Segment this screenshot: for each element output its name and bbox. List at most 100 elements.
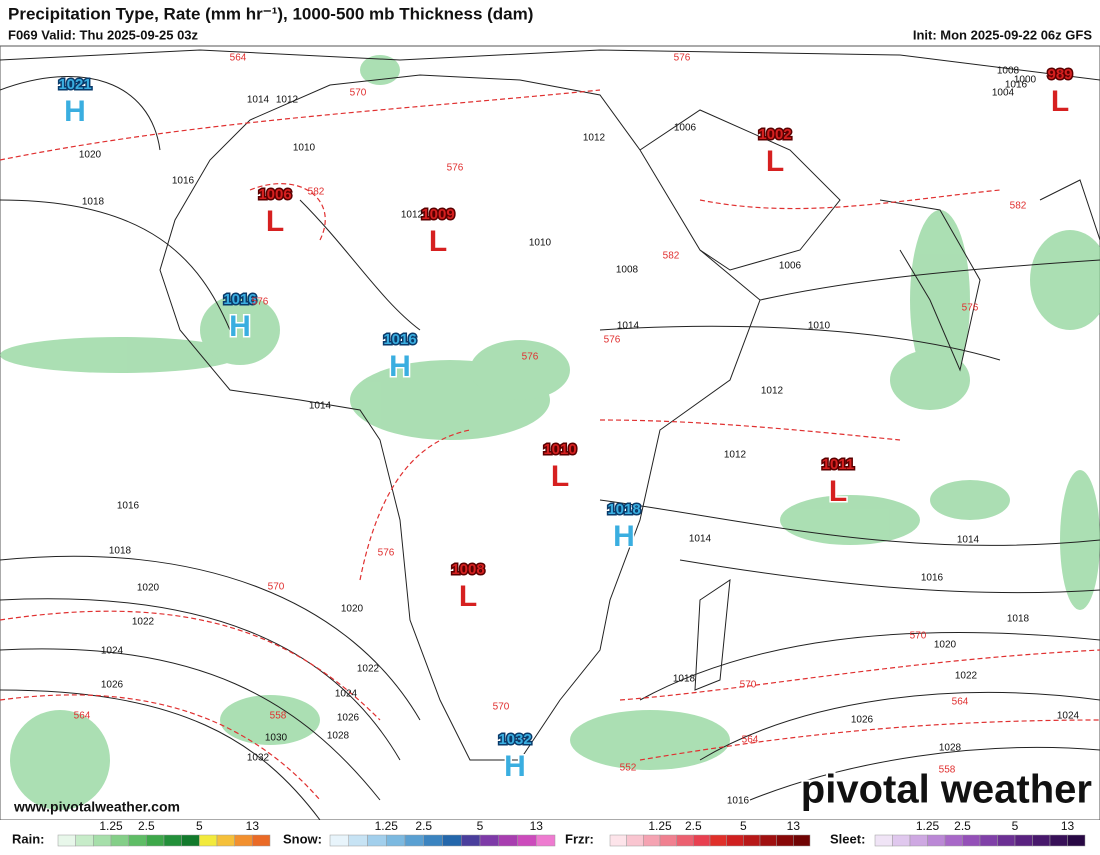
isobar-label: 1010 [808, 321, 831, 332]
center-letter: L [551, 460, 569, 493]
legend-swatch [609, 834, 627, 847]
center-value: 1010 [543, 441, 576, 458]
legend-tick: 2.5 [415, 819, 432, 833]
legend-swatch [146, 834, 165, 847]
legend-tick: 5 [196, 819, 203, 833]
legend-swatch [461, 834, 481, 847]
legend-tick: 5 [1012, 819, 1019, 833]
isobar-label: 1012 [401, 210, 424, 221]
legend-tick: 1.25 [916, 819, 940, 833]
thickness-label: 582 [308, 187, 325, 198]
legend-swatch [93, 834, 112, 847]
center-value: 989 [1047, 66, 1072, 83]
legend-swatch [404, 834, 424, 847]
legend-swatch [709, 834, 727, 847]
legend-swatch [517, 834, 537, 847]
isobar-label: 1010 [293, 143, 316, 154]
thickness-label: 576 [447, 163, 464, 174]
isobar-label: 1016 [172, 176, 195, 187]
coastlines [0, 49, 1100, 761]
center-letter: L [766, 145, 784, 178]
legend-swatch [75, 834, 94, 847]
legend-swatch [498, 834, 518, 847]
thickness-label: 558 [270, 711, 287, 722]
legend-label: Rain: [12, 831, 45, 846]
init-time: Init: Mon 2025-09-22 06z GFS [913, 27, 1092, 42]
legend-tick: 13 [246, 819, 260, 833]
isobar-label: 1014 [617, 321, 640, 332]
map-title: Precipitation Type, Rate (mm hr⁻¹), 1000… [8, 4, 533, 23]
isobar-label: 1026 [101, 680, 124, 691]
legend-swatch [997, 834, 1016, 847]
thickness-label: 576 [522, 352, 539, 363]
center-value: 1009 [421, 206, 454, 223]
legend-swatch [626, 834, 644, 847]
legend-swatch [693, 834, 711, 847]
thickness-label: 576 [962, 303, 979, 314]
legend-tick: 2.5 [954, 819, 971, 833]
legend-swatch [423, 834, 443, 847]
legend-swatch [759, 834, 777, 847]
thickness-label: 564 [74, 711, 91, 722]
isobar-label: 1018 [82, 197, 105, 208]
center-letter: H [64, 95, 86, 128]
center-value: 1021 [58, 76, 91, 93]
isobar-label: 1010 [529, 238, 552, 249]
legend-label: Snow: [283, 831, 322, 846]
isobar-label: 1022 [357, 664, 380, 675]
isobar-label: 1016 [921, 573, 944, 584]
site-url: www.pivotalweather.com [13, 799, 180, 815]
legend-swatch [874, 834, 893, 847]
isobar-label: 1022 [132, 617, 155, 628]
center-value: 1008 [451, 561, 484, 578]
thickness-label: 576 [674, 53, 691, 64]
isobar-label: 1016 [1005, 80, 1028, 91]
legend-swatch [776, 834, 794, 847]
thickness-label: 576 [252, 297, 269, 308]
legend-swatch [659, 834, 677, 847]
isobar-label: 1030 [265, 733, 288, 744]
isobar-label: 1020 [79, 150, 102, 161]
thickness-lines [0, 89, 1100, 801]
legend-tick: 13 [530, 819, 544, 833]
isobar-label: 1024 [101, 646, 124, 657]
thickness-label: 558 [939, 765, 956, 776]
thickness-label: 570 [493, 702, 510, 713]
thickness-label: 582 [1010, 201, 1027, 212]
center-value: 1032 [498, 731, 531, 748]
thickness-label: 552 [620, 763, 637, 774]
thickness-label: 570 [740, 680, 757, 691]
isobar-label: 1014 [247, 95, 270, 106]
legend-tick: 5 [740, 819, 747, 833]
center-letter: L [459, 580, 477, 613]
center-value: 1016 [383, 331, 416, 348]
thickness-label: 570 [350, 88, 367, 99]
thickness-label: 576 [604, 335, 621, 346]
isobar-label: 1014 [689, 534, 712, 545]
isobar-label: 1012 [724, 450, 747, 461]
legend-swatch [128, 834, 147, 847]
legend-tick: 1.25 [99, 819, 123, 833]
legend-swatch [1032, 834, 1051, 847]
center-letter: L [266, 205, 284, 238]
isobar-label: 1014 [309, 401, 332, 412]
legend-tick: 13 [1061, 819, 1075, 833]
isobar-label: 1018 [1007, 614, 1030, 625]
isobar-label: 1000 [1014, 75, 1037, 86]
legend-swatch [110, 834, 129, 847]
isobar-label: 1006 [674, 123, 697, 134]
isobar-label: 1012 [276, 95, 299, 106]
center-letter: L [829, 475, 847, 508]
legend-swatch [726, 834, 744, 847]
center-value: 1011 [822, 456, 855, 473]
legend-swatch [252, 834, 271, 847]
legend-swatch [1067, 834, 1086, 847]
legend-swatch [163, 834, 182, 847]
legend-tick: 13 [787, 819, 801, 833]
legend-swatch [743, 834, 761, 847]
thickness-label: 582 [663, 251, 680, 262]
legend-swatch [442, 834, 462, 847]
center-letter: L [429, 225, 447, 258]
legend-swatch [181, 834, 200, 847]
thickness-label: 570 [268, 582, 285, 593]
